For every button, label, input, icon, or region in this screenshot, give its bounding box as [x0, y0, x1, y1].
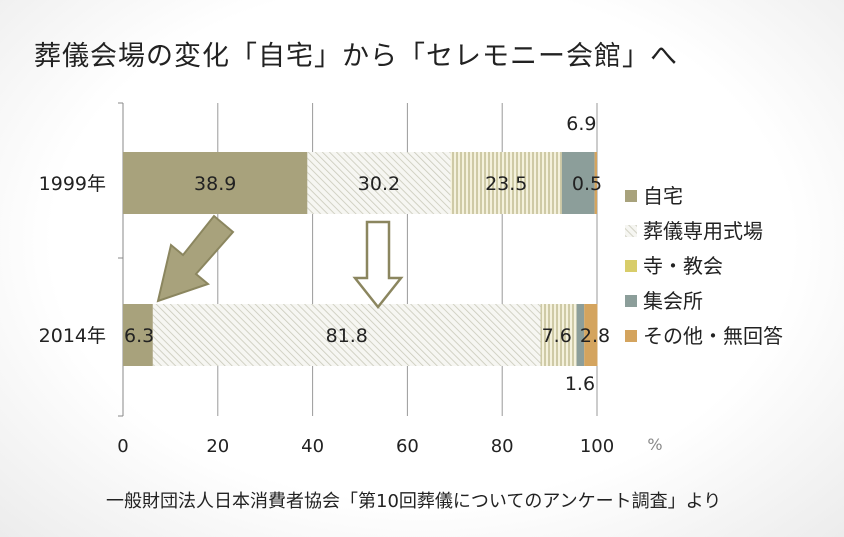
data-label-0-2: 23.5	[485, 173, 527, 195]
arrow-down	[352, 220, 404, 310]
category-label-1: 2014年	[39, 325, 106, 347]
data-label-0-4: 0.5	[572, 173, 602, 195]
bar-0-0	[123, 152, 308, 214]
x-tick-label-80: 80	[491, 436, 514, 457]
bar-1-3	[576, 304, 585, 366]
chart-title: 葬儀会場の変化「自宅」から「セレモニー会館」へ	[34, 41, 678, 72]
data-label-1-4: 2.8	[580, 325, 610, 347]
bar-0-3	[561, 152, 595, 214]
legend-swatch-0	[625, 190, 637, 202]
bar-1-0	[123, 304, 153, 366]
bar-1-2	[540, 304, 577, 366]
category-label-0: 1999年	[39, 173, 106, 195]
data-label-0-0: 38.9	[194, 173, 236, 195]
source-note: 一般財団法人日本消費者協会「第10回葬儀についてのアンケート調査」より	[106, 491, 722, 512]
legend-swatch-2	[625, 260, 637, 272]
data-label-1-1: 81.8	[326, 325, 368, 347]
bar-0-2	[450, 152, 562, 214]
x-tick-label-0: 0	[117, 436, 128, 457]
x-tick-label-60: 60	[396, 436, 419, 457]
axes: 0 20 40 60 80 100 % 1999年 2014年	[39, 102, 663, 457]
legend-label-0: 自宅	[643, 184, 683, 208]
data-label-1-2: 7.6	[542, 325, 572, 347]
trend-arrows	[156, 214, 404, 310]
x-unit-label: %	[647, 435, 662, 454]
bar-0-4	[594, 152, 597, 214]
bars	[123, 152, 598, 366]
legend-label-1: 葬儀専用式場	[643, 219, 763, 243]
bar-1-4	[584, 304, 598, 366]
x-tick-label-100: 100	[580, 436, 614, 457]
x-tick-label-40: 40	[301, 436, 324, 457]
legend-swatch-3	[625, 295, 637, 307]
legend-swatch-4	[625, 330, 637, 342]
legend-label-4: その他・無回答	[643, 324, 783, 348]
arrow-down-left	[156, 214, 235, 303]
legend-swatch-1	[625, 225, 637, 237]
data-label-1-0: 6.3	[124, 325, 154, 347]
bar-1-1	[152, 304, 541, 366]
bar-0-1	[307, 152, 451, 214]
data-label-0-1: 30.2	[358, 173, 400, 195]
legend-label-2: 寺・教会	[643, 254, 723, 278]
x-tick-label-20: 20	[206, 436, 229, 457]
data-label-0-3: 6.9	[566, 113, 596, 135]
legend-label-3: 集会所	[643, 289, 703, 313]
data-label-1-3: 1.6	[565, 373, 595, 395]
data-labels: 38.9 30.2 23.5 6.9 0.5 6.3 81.8 7.6 1.6 2.8	[124, 113, 610, 395]
